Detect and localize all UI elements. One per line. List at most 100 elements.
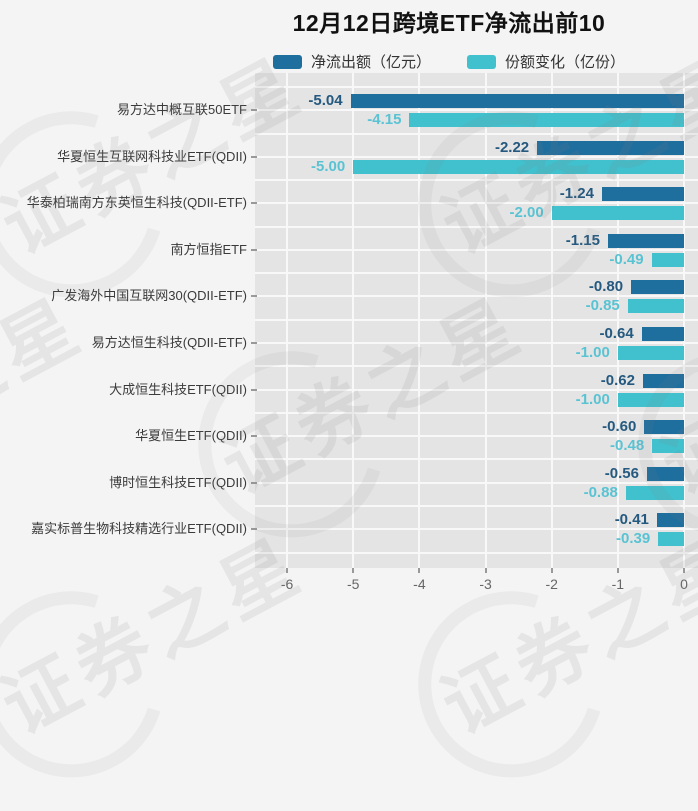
share-change-value-label: -0.48 [610, 437, 645, 455]
category-label: 嘉实标普生物科技精选行业ETF(QDII) [31, 521, 247, 537]
share-change-swatch-icon [467, 54, 496, 69]
grid-vline [484, 73, 487, 568]
grid-hline [255, 318, 698, 321]
watermark-swirl-icon [385, 558, 638, 811]
x-axis-tick-label: -6 [280, 576, 294, 592]
x-axis-tick [616, 568, 619, 573]
net-outflow-value-label: -0.80 [588, 278, 624, 296]
grid-hline [255, 342, 698, 345]
net-outflow-swatch-icon [272, 54, 302, 69]
category-axis-tick [251, 202, 257, 205]
grid-hline [255, 272, 698, 275]
legend-label-net-outflow: 净流出额（亿元） [310, 54, 431, 71]
share-change-value-label: -0.39 [616, 530, 651, 548]
category-axis-tick [251, 155, 257, 158]
category-label: 博时恒生科技ETF(QDII) [109, 474, 247, 490]
share-change-bar [617, 392, 684, 407]
share-change-bar [625, 485, 684, 500]
x-axis-tick-label: -3 [479, 576, 492, 592]
plot-area: -5.04 -4.15 -2.22 -5.00 -1.24 -2.00 -1.15 -0.49… [255, 73, 698, 568]
grid-hline [255, 411, 698, 414]
grid-vline [286, 73, 289, 568]
share-change-value-label: -1.00 [575, 390, 610, 408]
category-label: 易方达恒生科技(QDII-ETF) [91, 335, 247, 351]
grid-hline [255, 435, 698, 438]
grid-hline [255, 225, 698, 228]
category-label: 易方达中概互联50ETF [116, 102, 247, 118]
category-label: 大成恒生科技ETF(QDII) [109, 381, 247, 397]
grid-hline [255, 528, 698, 531]
net-outflow-value-label: -2.22 [494, 138, 530, 156]
grid-vline [616, 73, 619, 568]
category-axis-tick [251, 342, 257, 345]
share-change-value-label: -0.49 [609, 250, 644, 268]
category-axis-tick [251, 295, 257, 298]
grid-hline [255, 132, 698, 135]
category-label: 华夏恒生ETF(QDII) [135, 428, 247, 444]
net-outflow-bar [641, 327, 684, 342]
x-axis-tick [286, 568, 289, 573]
share-change-value-label: -0.85 [585, 297, 620, 315]
x-axis-tick [550, 568, 553, 573]
legend-label-share-change: 份额变化（亿份） [505, 54, 626, 71]
grid-hline [255, 388, 698, 391]
share-change-bar [651, 252, 684, 267]
watermark-swirl-icon [0, 558, 198, 811]
net-outflow-bar [642, 373, 684, 388]
net-outflow-value-label: -1.24 [559, 185, 594, 203]
grid-vline [418, 73, 421, 568]
grid-hline [255, 179, 698, 182]
share-change-bar [627, 299, 684, 314]
grid-vline [550, 73, 553, 568]
net-outflow-value-label: -5.04 [308, 92, 343, 110]
grid-hline [255, 481, 698, 484]
net-outflow-bar [350, 94, 684, 109]
net-outflow-bar [656, 513, 684, 528]
share-change-value-label: -4.15 [367, 111, 402, 129]
net-outflow-bar [601, 187, 684, 202]
share-change-value-label: -0.88 [583, 483, 618, 501]
grid-hline [255, 551, 698, 554]
net-outflow-bar [631, 280, 684, 295]
net-outflow-bar [646, 466, 684, 481]
grid-hline [255, 504, 698, 507]
share-change-value-label: -5.00 [311, 157, 346, 175]
net-outflow-value-label: -0.60 [602, 418, 637, 436]
net-outflow-value-label: -0.41 [614, 511, 649, 529]
category-label: 南方恒指ETF [170, 241, 247, 257]
x-axis-tick-label: -2 [545, 576, 558, 592]
share-change-bar [353, 159, 684, 174]
grid-hline [255, 248, 698, 251]
category-label: 华泰柏瑞南方东英恒生科技(QDII-ETF) [26, 195, 247, 211]
x-axis-tick [352, 568, 355, 573]
grid-vline [683, 73, 685, 568]
x-axis-tick [683, 568, 685, 573]
net-outflow-bar [644, 420, 684, 435]
chart-title: 12月12日跨境ETF净流出前10 [292, 10, 606, 36]
category-axis-tick [251, 481, 257, 484]
legend: 净流出额（亿元） 份额变化（亿份） [200, 51, 698, 72]
x-axis-tick [484, 568, 487, 573]
x-axis-tick-label: 0 [680, 576, 688, 592]
share-change-bar [551, 206, 684, 221]
grid-hline [255, 109, 698, 112]
grid-hline [255, 295, 698, 298]
legend-item-net-outflow: 净流出额（亿元） [272, 51, 431, 72]
net-outflow-value-label: -0.64 [599, 325, 634, 343]
x-axis-tick-label: -5 [347, 576, 360, 592]
category-label: 广发海外中国互联网30(QDII-ETF) [51, 288, 247, 304]
net-outflow-value-label: -0.62 [600, 371, 635, 389]
category-label: 华夏恒生互联网科技业ETF(QDII) [57, 148, 247, 164]
grid-hline [255, 458, 698, 461]
net-outflow-value-label: -0.56 [604, 464, 639, 482]
category-axis-tick [251, 388, 257, 391]
share-change-value-label: -1.00 [575, 344, 610, 362]
grid-hline [255, 155, 698, 158]
net-outflow-bar [607, 233, 684, 248]
grid-hline [255, 202, 698, 205]
category-axis-tick [251, 248, 257, 251]
grid-vline [352, 73, 355, 568]
x-axis-tick-label: -4 [413, 576, 426, 592]
share-change-bar [658, 532, 684, 547]
share-change-bar [409, 113, 684, 128]
